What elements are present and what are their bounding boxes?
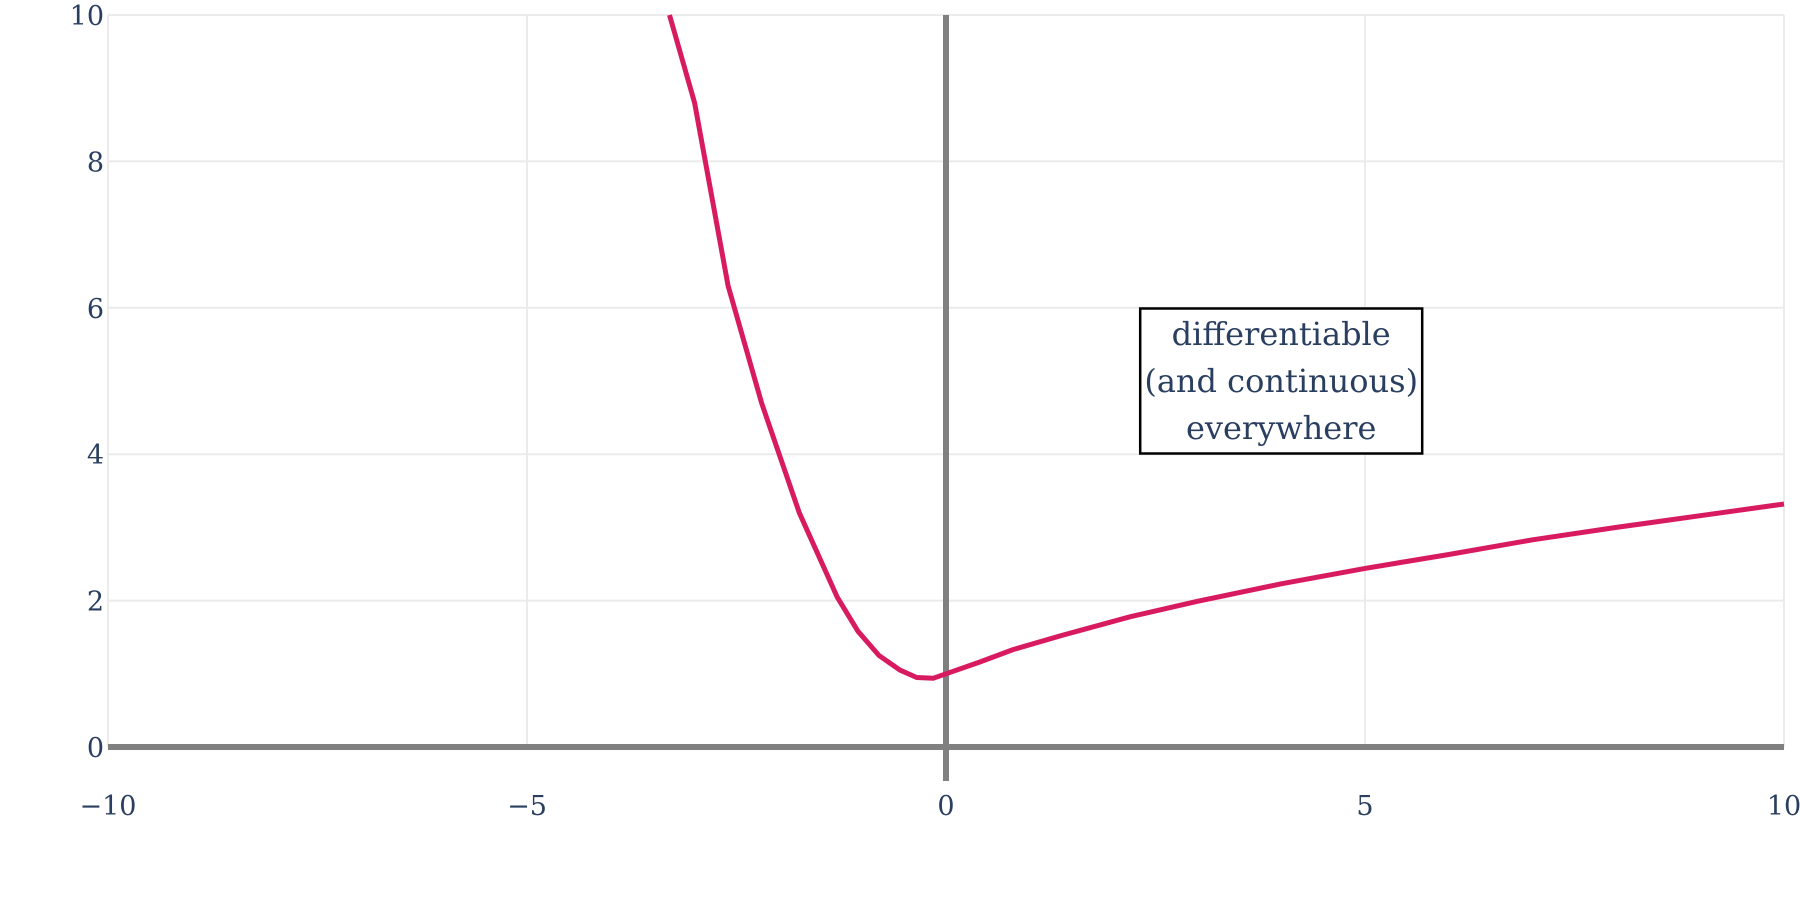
annotation-layer: differentiable (and continuous) everywhere	[1138, 307, 1424, 455]
annotation-line: (and continuous)	[1144, 362, 1418, 400]
y-tick-label: 8	[87, 147, 104, 178]
x-tick-label: 0	[937, 791, 954, 822]
y-tick-label: 4	[87, 440, 104, 471]
y-tick-label: 2	[87, 587, 104, 618]
x-tick-label: −10	[80, 791, 137, 822]
x-tick-label: −5	[507, 791, 547, 822]
axis-layer	[108, 15, 1784, 781]
tick-labels: −10 −5 0 5 10 0 2 4 6 8 10	[70, 1, 1800, 822]
annotation-line: differentiable	[1172, 315, 1391, 353]
y-tick-label: 10	[70, 1, 104, 32]
x-tick-label: 10	[1767, 791, 1800, 822]
series-layer	[667, 14, 1785, 681]
series-line	[667, 14, 1785, 681]
y-tick-label: 0	[87, 733, 104, 764]
y-tick-label: 6	[87, 294, 104, 325]
annotation-box	[1138, 307, 1424, 455]
annotation-line: everywhere	[1186, 409, 1377, 447]
x-tick-label: 5	[1356, 791, 1373, 822]
